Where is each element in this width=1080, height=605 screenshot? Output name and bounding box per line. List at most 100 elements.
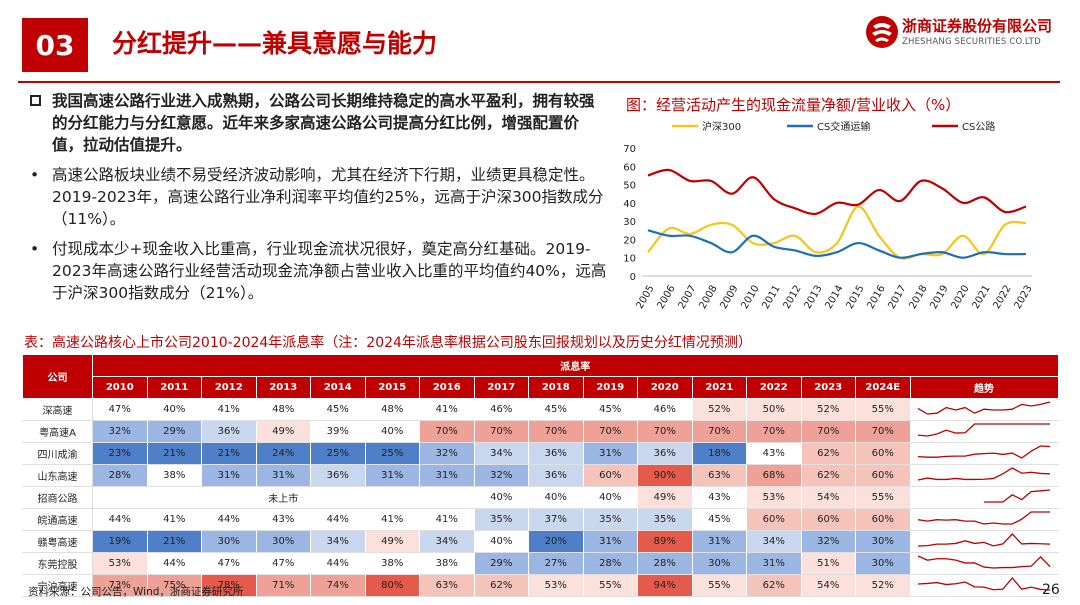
sparkline [917,511,1050,525]
y-tick-label: 10 [623,254,636,265]
payout-cell: 30% [855,530,911,553]
payout-cell: 32% [419,442,475,465]
payout-cell: 41% [419,398,475,421]
payout-cell: 51% [800,552,856,575]
payout-cell: 36% [637,442,693,465]
year-header: 2016 [419,376,475,399]
payout-cell: 90% [637,464,693,487]
sparkline-path [917,423,1050,437]
year-header: 2012 [201,376,257,399]
not-listed-cell: 未上市 [92,486,475,509]
payout-cell: 71% [255,574,311,597]
payout-cell: 31% [691,530,747,553]
x-tick-label: 2012 [781,284,803,312]
y-tick-label: 20 [623,235,636,246]
company-name: 赣粤高速 [22,530,93,553]
company-logo [864,14,1060,54]
payout-cell: 70% [855,420,911,443]
year-header: 2010 [92,376,148,399]
chart-title: 图：经营活动产生的现金流量净额/营业收入（%） [626,96,961,114]
sparkline [917,467,1051,481]
x-tick-label: 2022 [991,284,1013,312]
sparkline [984,489,1051,503]
payout-cell: 38% [419,552,475,575]
payout-cell: 32% [800,530,856,553]
payout-cell: 40% [364,420,420,443]
payout-cell: 43% [746,442,802,465]
y-tick-label: 60 [623,162,636,173]
table-caption: 表：高速公路核心上市公司2010-2024年派息率（注：2024年派息率根据公司… [24,335,752,351]
payout-cell: 74% [310,574,366,597]
payout-cell: 94% [637,574,693,597]
payout-cell: 70% [473,420,529,443]
y-tick-label: 0 [630,272,636,283]
payout-cell: 62% [473,574,529,597]
payout-cell: 44% [146,552,202,575]
trend-cell [909,552,1059,575]
payout-cell: 73% [92,574,148,597]
company-name: 东莞控股 [22,552,93,575]
year-header: 2017 [473,376,529,399]
payout-cell: 46% [637,398,693,421]
payout-cell: 44% [310,508,366,531]
table-row: 山东高速 28% 38% 31% 31% 36% 31% 31% 32% 36% 60% 90% 63%… [22,464,1059,487]
sparkline [917,423,1050,437]
series-line [647,205,1027,260]
payout-cell: 48% [255,398,311,421]
table-row: 赣粤高速 19% 21% 30% 30% 34% 49% 34% 40% 20% 31% 89% 31%… [22,530,1059,553]
payout-cell: 45% [310,398,366,421]
payout-cell: 44% [201,508,257,531]
payout-cell: 62% [746,574,802,597]
payout-cell: 70% [691,420,747,443]
bullet-point: • 高速公路板块业绩不易受经济波动影响，尤其在经济下行期，业绩更具稳定性。 20… [28,164,608,230]
payout-cell: 60% [746,508,802,531]
payout-cell: 19% [92,530,148,553]
payout-cell: 35% [637,508,693,531]
payout-cell: 60% [855,508,911,531]
sparkline-path [984,489,1051,503]
table-row: 宁沪高速 73% 75% 78% 71% 74% 80% 63% 62% 53% 55% 94% 55%… [22,574,1059,597]
payout-cell: 18% [691,442,747,465]
payout-cell: 46% [473,398,529,421]
payout-cell: 32% [92,420,148,443]
year-header: 2022 [746,376,802,399]
key-point-text: 我国高速公路行业进入成熟期，公路公司长期维持稳定的高水平盈利，拥有较强的分红能力… [52,92,595,154]
company-name: 招商公路 [22,486,93,509]
payout-cell: 34% [473,442,529,465]
year-header: 2020 [637,376,693,399]
year-header: 2013 [255,376,311,399]
x-tick-label: 2005 [634,284,656,312]
table-row: 深高速 47% 40% 41% 48% 45% 48% 41% 46% 45% 45% 46% 52% 5… [22,398,1059,421]
section-number: 03 [35,28,75,62]
payout-cell: 43% [255,508,311,531]
sparkline-path [917,445,1051,459]
payout-cell: 29% [146,420,202,443]
payout-cell: 53% [746,486,802,509]
header-rule [18,81,1060,83]
payout-cell: 37% [528,508,584,531]
payout-cell: 48% [364,398,420,421]
payout-cell: 21% [146,530,202,553]
x-tick-label: 2011 [760,284,782,312]
payout-cell: 49% [637,486,693,509]
company-name: 山东高速 [22,464,93,487]
trend-cell [909,398,1059,421]
payout-cell: 68% [746,464,802,487]
payout-cell: 45% [691,508,747,531]
payout-cell: 45% [582,398,638,421]
sparkline [917,533,1051,547]
payout-cell: 34% [419,530,475,553]
sparkline [917,555,1051,569]
payout-cell: 36% [528,464,584,487]
source-note: 资料来源：公司公告，Wind，浙商证券研究所 [28,586,244,598]
company-name: 皖通高速 [22,508,93,531]
payout-cell: 28% [582,552,638,575]
sparkline-path [917,511,1050,525]
trend-cell [909,420,1059,443]
series-line [647,229,1027,259]
x-tick-label: 2021 [970,284,992,312]
payout-cell: 60% [800,508,856,531]
bullet-text-1: 高速公路板块业绩不易受经济波动影响，尤其在经济下行期，业绩更具稳定性。 2019… [52,166,604,228]
sparkline [917,445,1051,459]
company-name: 宁沪高速 [22,574,93,597]
